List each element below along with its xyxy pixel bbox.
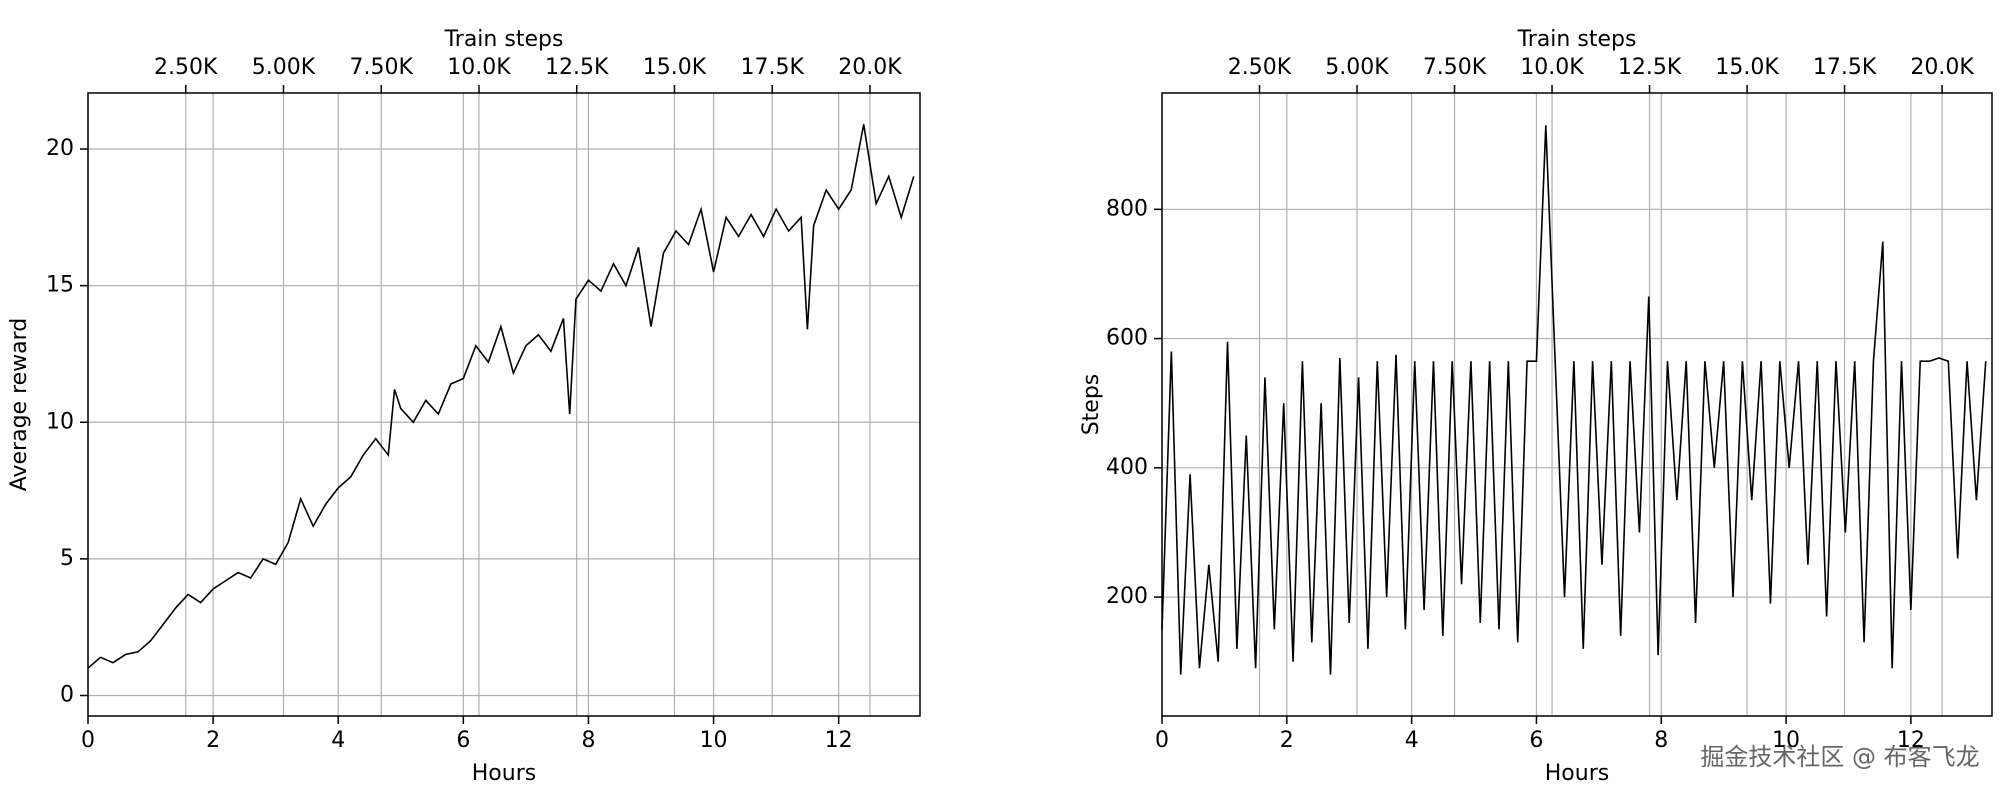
y-tick-label: 10: [46, 409, 74, 434]
x-tick-label: 0: [1155, 728, 1169, 753]
y-tick-label: 400: [1106, 455, 1148, 480]
y-axis-label: Steps: [1079, 374, 1104, 436]
x-tick-label: 12: [1897, 728, 1925, 753]
x-tick-label: 8: [1654, 728, 1668, 753]
x2-axis-label: Train steps: [444, 27, 564, 52]
x2-tick-label: 10.0K: [1520, 55, 1584, 80]
x-tick-label: 0: [81, 728, 95, 753]
y-tick-label: 5: [60, 546, 74, 571]
y-tick-label: 20: [46, 136, 74, 161]
x2-tick-label: 17.5K: [740, 55, 804, 80]
x2-tick-label: 15.0K: [1715, 55, 1779, 80]
x-tick-label: 2: [1280, 728, 1294, 753]
x-tick-label: 6: [1529, 728, 1543, 753]
x-axis-label: Hours: [472, 761, 536, 786]
y-axis-label: Average reward: [7, 318, 32, 492]
x2-axis-label: Train steps: [1517, 27, 1637, 52]
x-tick-label: 10: [1772, 728, 1800, 753]
x-tick-label: 10: [700, 728, 728, 753]
y-tick-label: 15: [46, 273, 74, 298]
line: [1161, 125, 1987, 675]
x2-tick-label: 10.0K: [447, 55, 511, 80]
watermark: 掘金技术社区 @ 布客飞龙: [1700, 743, 1979, 771]
y-tick-label: 800: [1106, 196, 1148, 221]
x2-tick-label: 12.5K: [1618, 55, 1682, 80]
x-tick-label: 6: [456, 728, 470, 753]
x-tick-label: 4: [331, 728, 345, 753]
x-tick-label: 8: [581, 728, 595, 753]
x2-tick-label: 2.50K: [154, 55, 218, 80]
y-tick-label: 0: [60, 683, 74, 708]
axes-frame: [1161, 92, 1993, 717]
line: [87, 124, 915, 669]
x-tick-label: 4: [1405, 728, 1419, 753]
x2-tick-label: 7.50K: [1423, 55, 1487, 80]
x2-tick-label: 20.0K: [1910, 55, 1974, 80]
x2-tick-label: 12.5K: [545, 55, 609, 80]
x2-tick-label: 15.0K: [643, 55, 707, 80]
x-tick-label: 12: [825, 728, 853, 753]
x2-tick-label: 17.5K: [1813, 55, 1877, 80]
axes-frame: [87, 92, 921, 717]
x2-tick-label: 20.0K: [838, 55, 902, 80]
x2-tick-label: 2.50K: [1228, 55, 1292, 80]
y-tick-label: 200: [1106, 584, 1148, 609]
x-axis-label: Hours: [1545, 761, 1609, 786]
x2-tick-label: 5.00K: [252, 55, 316, 80]
x-tick-label: 2: [206, 728, 220, 753]
x2-tick-label: 7.50K: [350, 55, 414, 80]
x2-tick-label: 5.00K: [1325, 55, 1389, 80]
y-tick-label: 600: [1106, 326, 1148, 351]
